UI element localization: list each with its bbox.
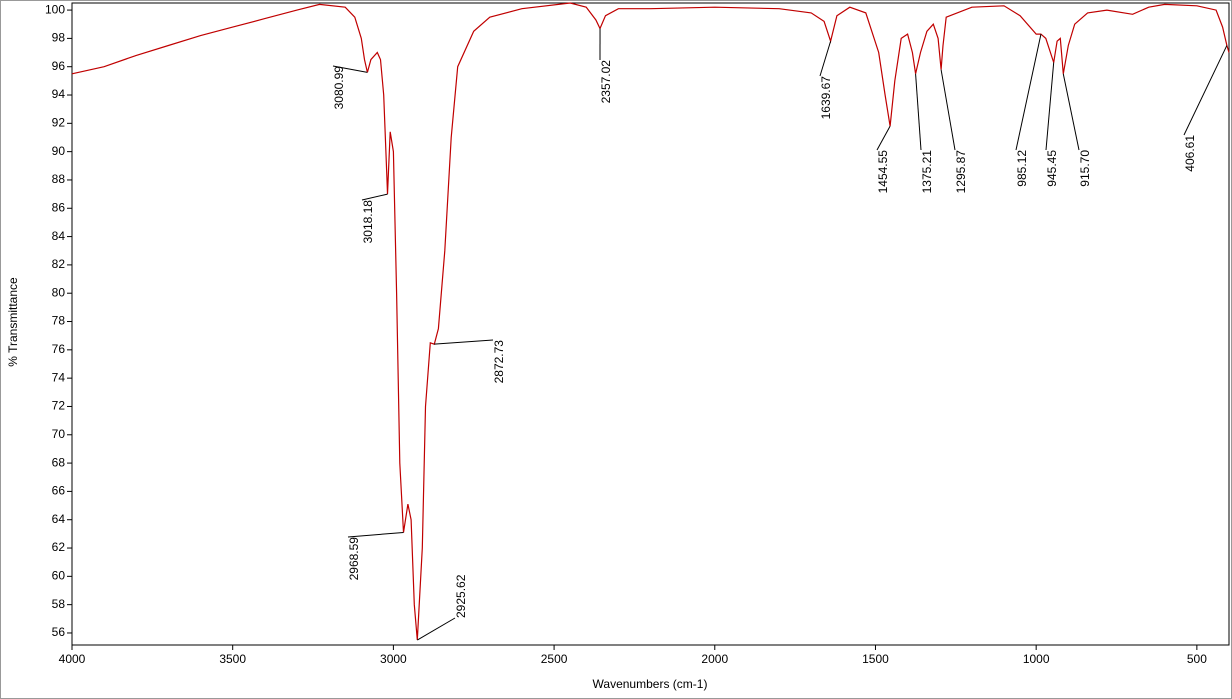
peak-leader [434,339,494,345]
y-tick-label: 82 [52,257,66,271]
peak-leader [915,73,922,151]
x-tick-label: 500 [1187,652,1207,666]
peak-label: 1454.55 [876,150,890,194]
x-tick-label: 1000 [1023,652,1050,666]
peak-leader [1015,34,1042,151]
y-tick-label: 74 [52,370,66,384]
y-tick-label: 58 [52,597,66,611]
peak-leader [876,125,891,151]
x-tick-label: 1500 [862,652,889,666]
x-tick-label: 2000 [701,652,728,666]
y-tick-label: 56 [52,625,66,639]
y-tick-label: 60 [52,569,66,583]
y-tick-label: 72 [52,399,66,413]
peak-label: 2357.02 [599,60,613,104]
y-tick-label: 62 [52,540,66,554]
peak-leader [819,41,832,77]
y-tick-label: 76 [52,342,66,356]
x-tick-label: 3000 [380,652,407,666]
y-tick-label: 100 [45,2,65,16]
peak-leader [1045,62,1055,151]
peak-label: 406.61 [1183,135,1197,172]
x-tick-label: 2500 [541,652,568,666]
peak-leader [332,65,368,73]
y-tick-label: 80 [52,285,66,299]
peak-label: 945.45 [1045,150,1059,187]
y-axis-title: % Transmittance [6,277,20,367]
y-tick-label: 98 [52,31,66,45]
peak-leader [1062,73,1080,151]
x-tick-label: 4000 [59,652,86,666]
peak-leader [940,69,956,151]
y-tick-label: 94 [52,87,66,101]
peak-label: 1295.87 [954,150,968,194]
x-tick-label: 3500 [219,652,246,666]
y-tick-label: 90 [52,144,66,158]
x-axis-title: Wavenumbers (cm-1) [593,677,708,691]
peak-leader [1183,45,1228,136]
y-tick-label: 88 [52,172,66,186]
peak-label: 1639.67 [819,76,833,120]
y-tick-label: 70 [52,427,66,441]
y-tick-label: 78 [52,314,66,328]
peak-label: 1375.21 [920,150,934,194]
y-tick-label: 84 [52,229,66,243]
spectrum-line [71,2,1230,641]
y-tick-label: 86 [52,200,66,214]
peak-label: 3080.99 [332,66,346,110]
peak-leader [361,193,388,201]
y-tick-label: 92 [52,116,66,130]
peak-label: 2925.62 [454,574,468,618]
peak-label: 985.12 [1015,150,1029,187]
peak-leader [417,617,456,641]
y-tick-label: 68 [52,455,66,469]
peak-leader [347,531,404,538]
plot-area [71,2,1230,646]
peak-label: 915.70 [1078,150,1092,187]
y-tick-label: 66 [52,484,66,498]
peak-label: 2968.59 [347,537,361,581]
y-tick-label: 64 [52,512,66,526]
y-tick-label: 96 [52,59,66,73]
peak-label: 3018.18 [361,200,375,244]
peak-label: 2872.73 [492,340,506,384]
